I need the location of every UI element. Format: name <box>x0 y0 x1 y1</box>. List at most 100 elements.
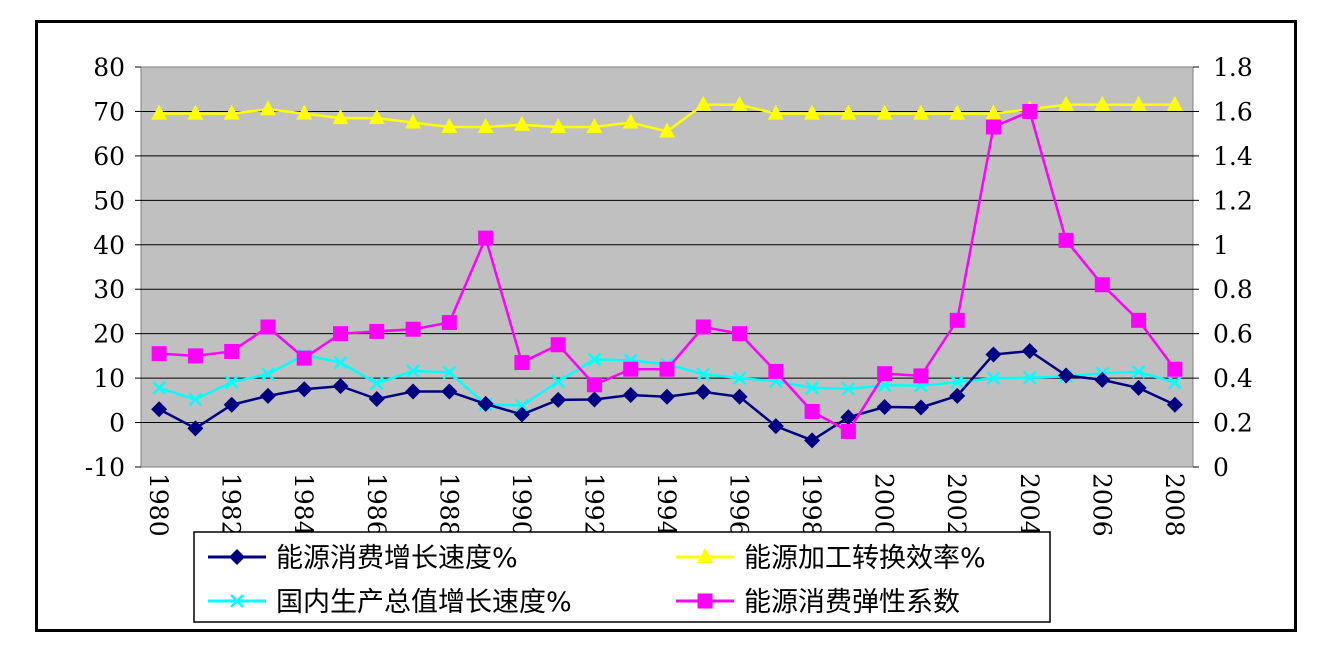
data-point-square <box>1058 232 1074 248</box>
x-tick-label: 2000 <box>870 473 899 537</box>
right-tick-label: 1.6 <box>1213 97 1253 126</box>
data-point-diamond <box>949 387 966 404</box>
data-point-square <box>405 321 421 337</box>
data-point-diamond <box>804 432 821 449</box>
data-point-diamond <box>912 399 929 416</box>
data-point-square <box>949 312 965 328</box>
data-point-triangle <box>259 100 276 116</box>
right-tick-label: 1 <box>1213 231 1229 260</box>
legend-item: 能源消费增长速度% <box>208 543 518 574</box>
data-point-x <box>515 398 529 413</box>
data-point-square <box>514 355 530 371</box>
data-point-x <box>1131 365 1146 379</box>
data-point-square <box>151 346 167 362</box>
data-point-diamond <box>731 388 748 405</box>
data-point-x <box>551 374 566 389</box>
data-point-triangle <box>586 118 603 133</box>
data-point-square <box>768 363 784 379</box>
data-point-x <box>406 364 420 378</box>
series-1 <box>151 95 1183 138</box>
data-point-x <box>841 381 856 396</box>
series-lines <box>151 95 1183 449</box>
data-point-x-stroke <box>369 376 384 391</box>
data-point-diamond <box>622 387 639 403</box>
data-point-diamond <box>550 391 567 408</box>
data-point-x-stroke <box>442 365 457 380</box>
gridlines <box>141 110 1193 424</box>
data-point-triangle <box>767 104 784 120</box>
data-point-x-stroke <box>841 381 856 396</box>
data-point-diamond <box>441 383 458 400</box>
left-tick-label: 0 <box>109 409 125 438</box>
right-tick-label: 0.6 <box>1213 320 1253 349</box>
data-point-x <box>732 371 747 385</box>
data-point-x-stroke <box>1022 370 1037 385</box>
x-tick-label: 2006 <box>1087 473 1116 537</box>
data-point-diamond <box>586 391 603 408</box>
data-point-triangle <box>912 104 929 120</box>
data-point-square <box>1167 361 1183 377</box>
data-point-square <box>224 343 240 359</box>
data-point-x <box>369 376 384 391</box>
data-point-x <box>1022 370 1037 385</box>
left-tick-label: 10 <box>93 364 125 393</box>
legend-label: 能源加工转换效率% <box>744 543 986 574</box>
data-point-diamond <box>695 383 712 400</box>
data-point-triangle <box>513 115 530 131</box>
legend: 能源消费增长速度% 能源加工转换效率% 国内生产总值增长速度% 能源消费弹性系数 <box>193 531 1051 623</box>
legend-item: 能源加工转换效率% <box>676 543 986 574</box>
data-point-x <box>986 371 1001 385</box>
data-point-x-stroke <box>877 378 892 393</box>
data-point-square <box>985 119 1001 135</box>
data-point-x <box>1167 375 1182 390</box>
data-point-triangle <box>840 104 857 120</box>
data-point-diamond <box>477 395 494 412</box>
x-tick-label: 1990 <box>507 473 536 537</box>
data-point-square <box>1131 312 1147 328</box>
data-point-diamond <box>229 549 245 565</box>
data-point-diamond <box>1021 343 1038 359</box>
legend-item: 能源消费弹性系数 <box>676 587 960 618</box>
data-point-square <box>732 326 748 342</box>
left-tick-label: 80 <box>93 53 125 82</box>
left-tick-label: 70 <box>93 97 125 126</box>
data-point-x <box>587 352 602 367</box>
data-point-triangle <box>731 95 748 111</box>
data-point-square <box>913 368 929 384</box>
data-point-diamond <box>1166 396 1183 413</box>
data-point-triangle <box>1130 95 1147 111</box>
data-point-triangle <box>223 104 240 120</box>
data-point-x <box>224 375 239 389</box>
data-point-diamond <box>405 383 422 400</box>
data-point-diamond <box>151 401 168 418</box>
data-point-triangle <box>876 104 893 120</box>
data-point-triangle <box>697 548 713 563</box>
data-point-x-stroke <box>224 375 239 389</box>
data-point-triangle <box>659 122 675 138</box>
data-point-triangle <box>187 104 204 120</box>
left-tick-label: 40 <box>93 231 125 260</box>
x-tick-label: 1994 <box>652 473 681 537</box>
legend-label: 国内生产总值增长速度% <box>276 587 572 618</box>
data-point-x-stroke <box>587 352 602 367</box>
left-tick-label: 60 <box>93 142 125 171</box>
data-point-x <box>442 365 457 380</box>
data-point-square <box>840 423 856 439</box>
data-point-square <box>697 593 713 609</box>
data-point-triangle <box>985 104 1002 120</box>
legend-label: 能源消费增长速度% <box>276 543 518 574</box>
data-point-diamond <box>259 387 276 404</box>
x-tick-label: 1980 <box>144 473 173 537</box>
data-point-diamond <box>876 399 893 415</box>
data-point-diamond <box>659 388 675 405</box>
right-tick-label: 0.8 <box>1213 275 1253 304</box>
left-tick-label: 20 <box>93 320 125 349</box>
data-point-x-stroke <box>696 367 711 381</box>
data-point-x-stroke <box>950 375 965 389</box>
x-tick-label: 1986 <box>362 473 391 537</box>
legend-label: 能源消费弹性系数 <box>744 587 960 618</box>
data-point-triangle <box>151 104 168 120</box>
data-point-x <box>152 381 167 395</box>
series-3 <box>151 103 1183 439</box>
